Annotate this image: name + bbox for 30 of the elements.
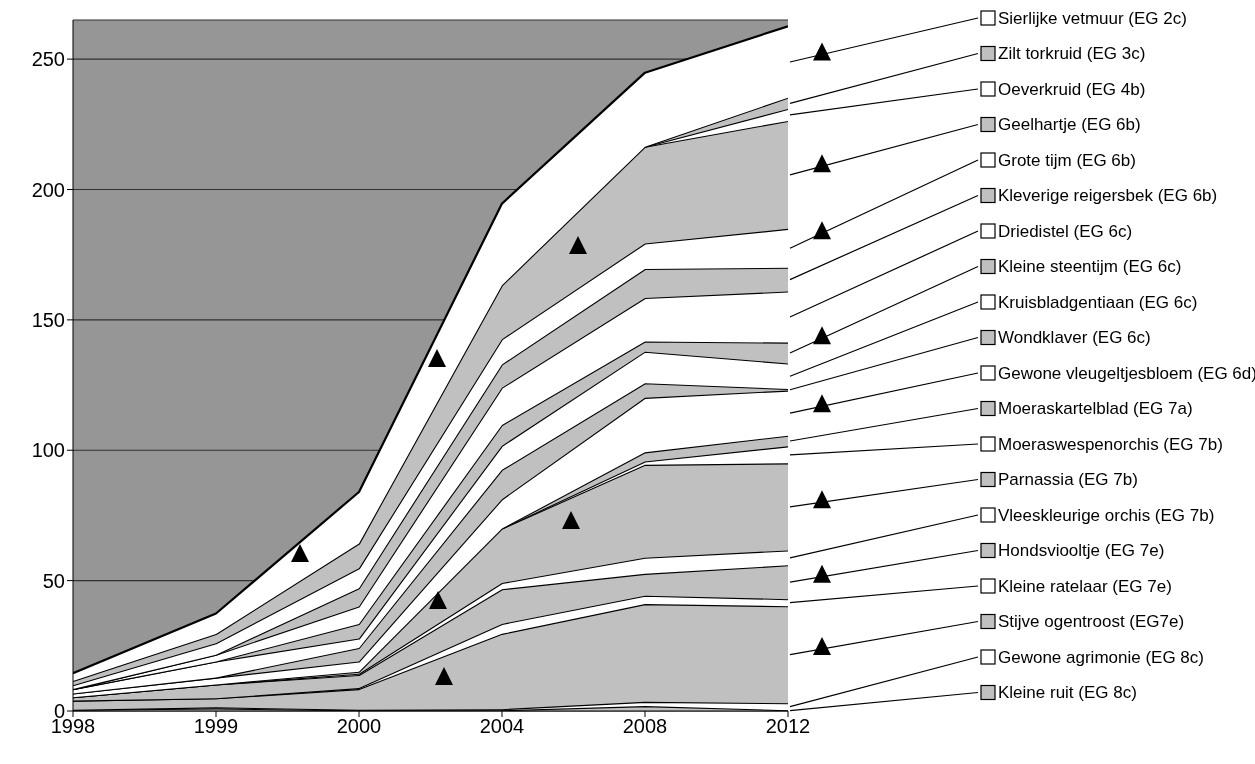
x-tick-label: 2000 bbox=[336, 715, 382, 738]
legend-label: Wondklaver (EG 6c) bbox=[998, 328, 1151, 347]
x-tick-label: 2012 bbox=[765, 715, 811, 738]
legend-label: Hondsviooltje (EG 7e) bbox=[998, 541, 1165, 560]
legend-label: Moeraswespenorchis (EG 7b) bbox=[998, 434, 1223, 454]
legend-label: Kleverige reigersbek (EG 6b) bbox=[998, 186, 1218, 205]
legend-label: Driedistel (EG 6c) bbox=[998, 221, 1133, 241]
legend-label: Kleine ratelaar (EG 7e) bbox=[998, 576, 1172, 596]
legend-label: Grote tijm (EG 6b) bbox=[998, 150, 1136, 170]
legend-label: Kleine ruit (EG 8c) bbox=[998, 683, 1137, 702]
legend-label: Gewone agrimonie (EG 8c) bbox=[998, 647, 1204, 667]
legend-label: Parnassia (EG 7b) bbox=[998, 470, 1138, 489]
legend-label: Geelhartje (EG 6b) bbox=[998, 115, 1141, 134]
legend-label: Zilt torkruid (EG 3c) bbox=[998, 44, 1146, 63]
y-tick-label: 200 bbox=[31, 178, 65, 201]
x-tick-label: 1999 bbox=[193, 715, 239, 738]
legend-label: Kruisbladgentiaan (EG 6c) bbox=[998, 292, 1198, 312]
y-tick-label: 150 bbox=[31, 308, 65, 331]
legend-label: Kleine steentijm (EG 6c) bbox=[998, 257, 1182, 276]
y-tick-label: 50 bbox=[42, 569, 65, 592]
y-tick-label: 100 bbox=[31, 439, 65, 462]
legend-label: Sierlijke vetmuur (EG 2c) bbox=[998, 8, 1187, 28]
x-tick-label: 2004 bbox=[479, 715, 525, 738]
legend-label: Gewone vleugeltjesbloem (EG 6d) bbox=[998, 363, 1255, 383]
legend-label: Oeverkruid (EG 4b) bbox=[998, 79, 1146, 99]
y-tick-label: 250 bbox=[31, 48, 65, 71]
x-tick-label: 2008 bbox=[622, 715, 668, 738]
legend-label: Stijve ogentroost (EG7e) bbox=[998, 612, 1185, 631]
legend-label: Moeraskartelblad (EG 7a) bbox=[998, 399, 1193, 418]
legend-label: Vleeskleurige orchis (EG 7b) bbox=[998, 505, 1215, 525]
